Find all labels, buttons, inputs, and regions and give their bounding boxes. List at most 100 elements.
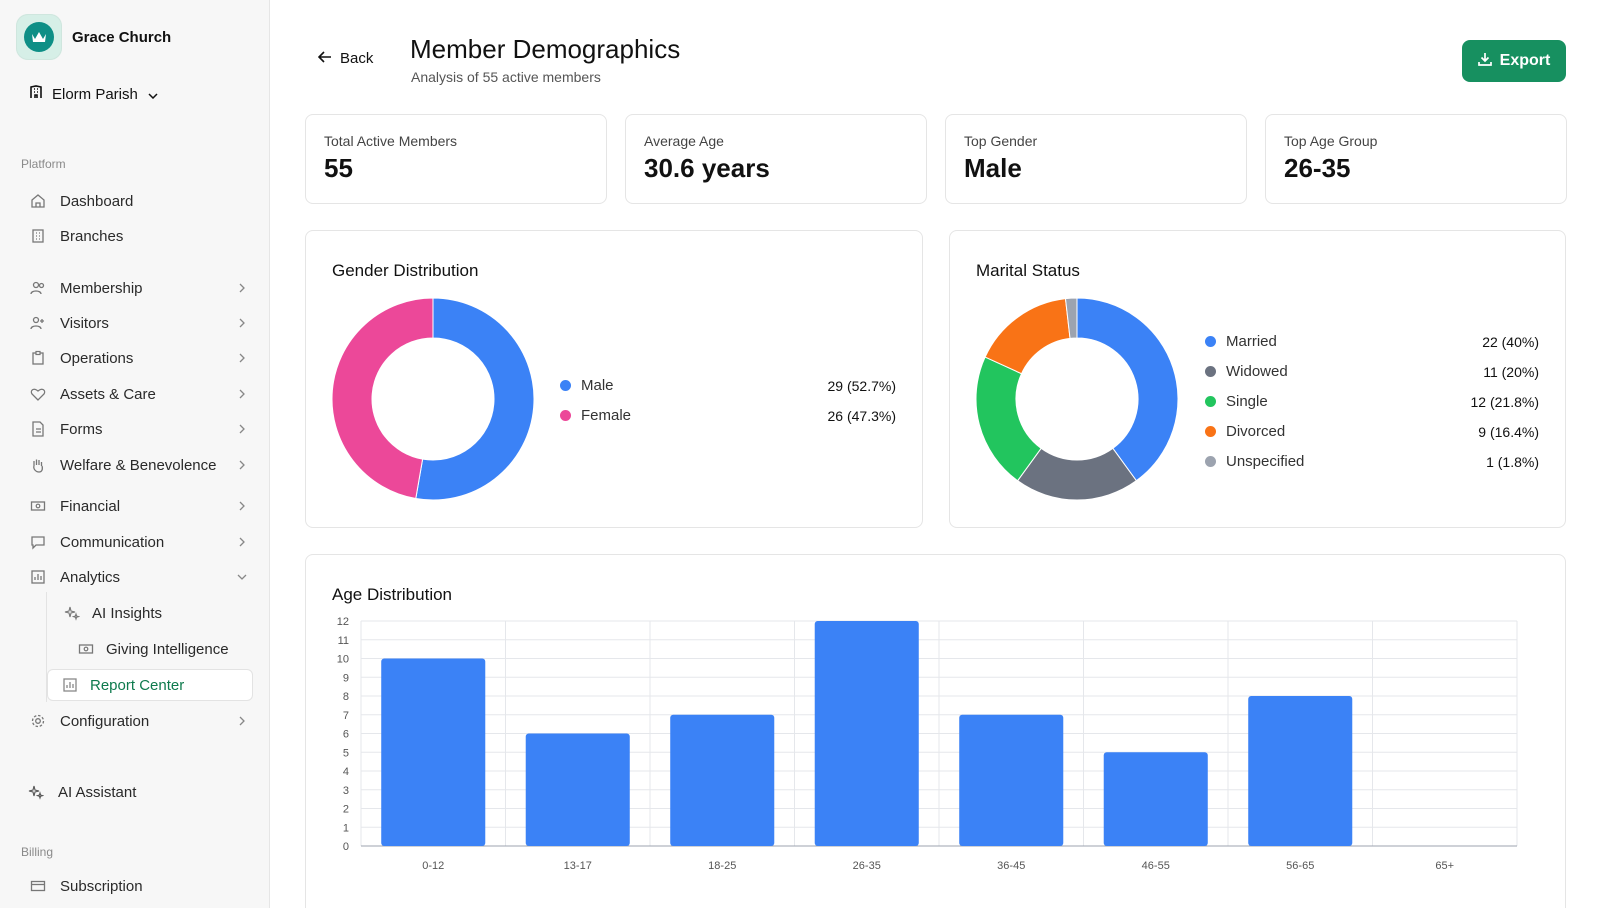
sidebar-item-analytics[interactable]: Analytics <box>22 561 252 593</box>
church-logo-icon <box>16 14 62 60</box>
marital-status-card: Marital Status Married 22 (40%) Widowed … <box>949 230 1566 528</box>
y-tick-label: 3 <box>343 785 349 797</box>
stat-label: Average Age <box>644 133 724 149</box>
sidebar-item-configuration[interactable]: Configuration <box>22 705 252 737</box>
legend-label: Married <box>1226 333 1277 350</box>
bar-26-35 <box>814 621 919 846</box>
sidebar-item-label: Subscription <box>60 877 143 895</box>
x-tick-label: 0-12 <box>422 860 444 872</box>
legend-single: Single <box>1205 393 1268 410</box>
sidebar-item-label: Configuration <box>60 712 150 730</box>
sidebar-item-assets-care[interactable]: Assets & Care <box>22 378 252 410</box>
sidebar-item-branches[interactable]: Branches <box>22 220 252 252</box>
parish-name: Elorm Parish <box>52 85 138 103</box>
sidebar-item-operations[interactable]: Operations <box>22 342 252 374</box>
donut-slice-divorced <box>984 298 1071 375</box>
donut-slice-unspecified <box>1064 297 1078 339</box>
chevron-right-icon <box>232 318 252 328</box>
y-tick-label: 7 <box>343 710 349 722</box>
legend-married: Married <box>1205 333 1277 350</box>
x-tick-label: 36-45 <box>997 860 1025 872</box>
legend-unspecified: Unspecified <box>1205 453 1304 470</box>
sidebar-item-ai-assistant[interactable]: AI Assistant <box>20 776 250 808</box>
legend-widowed: Widowed <box>1205 363 1288 380</box>
sidebar-item-label: Analytics <box>60 568 121 586</box>
legend-label: Single <box>1226 393 1268 410</box>
gender-donut-chart <box>331 297 535 501</box>
chevron-right-icon <box>232 501 252 511</box>
marital-donut-chart <box>975 297 1179 501</box>
y-tick-label: 9 <box>343 672 349 684</box>
y-tick-label: 5 <box>343 747 349 759</box>
sidebar-item-subscription[interactable]: Subscription <box>22 870 252 902</box>
y-tick-label: 2 <box>343 804 349 816</box>
sidebar-item-label: Communication <box>60 533 165 551</box>
card-title: Marital Status <box>976 261 1080 280</box>
back-button[interactable]: Back <box>317 50 374 67</box>
sidebar-item-label: Branches <box>60 227 124 245</box>
users-icon <box>22 280 54 296</box>
sidebar-item-membership[interactable]: Membership <box>22 272 252 304</box>
x-tick-label: 13-17 <box>564 860 592 872</box>
brand[interactable]: Grace Church <box>16 14 171 60</box>
donut-slice-male <box>415 297 535 501</box>
bar-56-65 <box>1248 696 1353 846</box>
chevron-right-icon <box>232 424 252 434</box>
stat-label: Top Age Group <box>1284 133 1378 149</box>
sidebar-item-label: Welfare & Benevolence <box>60 456 217 474</box>
legend-value: 22 (40%) <box>1482 334 1539 350</box>
sidebar-subitem-giving-intelligence[interactable]: Giving Intelligence <box>72 633 229 665</box>
bar-46-55 <box>1103 752 1208 846</box>
sidebar-item-forms[interactable]: Forms <box>22 413 252 445</box>
sidebar-item-label: Financial <box>60 497 121 515</box>
y-tick-label: 6 <box>343 729 349 741</box>
donut-slice-married <box>1076 297 1179 482</box>
x-tick-label: 56-65 <box>1286 860 1314 872</box>
legend-label: Male <box>581 377 614 394</box>
card-title: Gender Distribution <box>332 261 479 280</box>
bar-36-45 <box>959 714 1064 846</box>
legend-dot <box>1205 426 1216 437</box>
legend-value: 29 (52.7%) <box>827 378 896 394</box>
sidebar-item-communication[interactable]: Communication <box>22 526 252 558</box>
y-tick-label: 8 <box>343 691 349 703</box>
legend-label: Divorced <box>1226 423 1286 440</box>
legend-value: 11 (20%) <box>1483 364 1539 380</box>
chevron-right-icon <box>232 460 252 470</box>
export-button[interactable]: Export <box>1462 40 1566 82</box>
back-label: Back <box>340 50 374 67</box>
sidebar-item-label: AI Assistant <box>58 783 137 801</box>
sidebar-item-welfare[interactable]: Welfare & Benevolence <box>22 447 252 483</box>
platform-section-label: Platform <box>21 157 66 171</box>
donut-slice-single <box>975 356 1042 482</box>
bar-0-12 <box>381 658 486 846</box>
building-icon <box>30 85 42 103</box>
legend-dot <box>1205 366 1216 377</box>
stat-card-top-age-group: Top Age Group 26-35 <box>1265 114 1567 204</box>
parish-selector[interactable]: Elorm Parish <box>30 85 158 103</box>
sidebar-item-label: Assets & Care <box>60 385 156 403</box>
sidebar-item-label: Membership <box>60 279 143 297</box>
y-tick-label: 10 <box>337 654 349 666</box>
chevron-right-icon <box>232 537 252 547</box>
sidebar-item-dashboard[interactable]: Dashboard <box>22 185 252 217</box>
sidebar-item-visitors[interactable]: Visitors <box>22 307 252 339</box>
legend-female: Female <box>560 407 631 424</box>
age-distribution-card: Age Distribution 0 1 2 3 4 5 6 7 8 9 10 11 12 0-12 13-… <box>305 554 1566 908</box>
sidebar-subitem-ai-insights[interactable]: AI Insights <box>58 597 162 629</box>
message-icon <box>22 534 54 550</box>
sidebar-item-label: Forms <box>60 420 103 438</box>
chart-icon <box>56 677 84 693</box>
submenu-guide-line <box>46 592 47 702</box>
stat-value: 30.6 years <box>644 153 770 183</box>
donut-slice-female <box>331 297 434 500</box>
y-tick-label: 1 <box>343 822 349 834</box>
bar-chart-icon <box>22 569 54 585</box>
legend-value: 1 (1.8%) <box>1486 454 1539 470</box>
stat-card-average-age: Average Age 30.6 years <box>625 114 927 204</box>
sidebar-item-financial[interactable]: Financial <box>22 490 252 522</box>
sidebar-subitem-report-center[interactable]: Report Center <box>47 669 253 701</box>
y-tick-label: 12 <box>337 616 349 628</box>
download-icon <box>1477 52 1492 71</box>
